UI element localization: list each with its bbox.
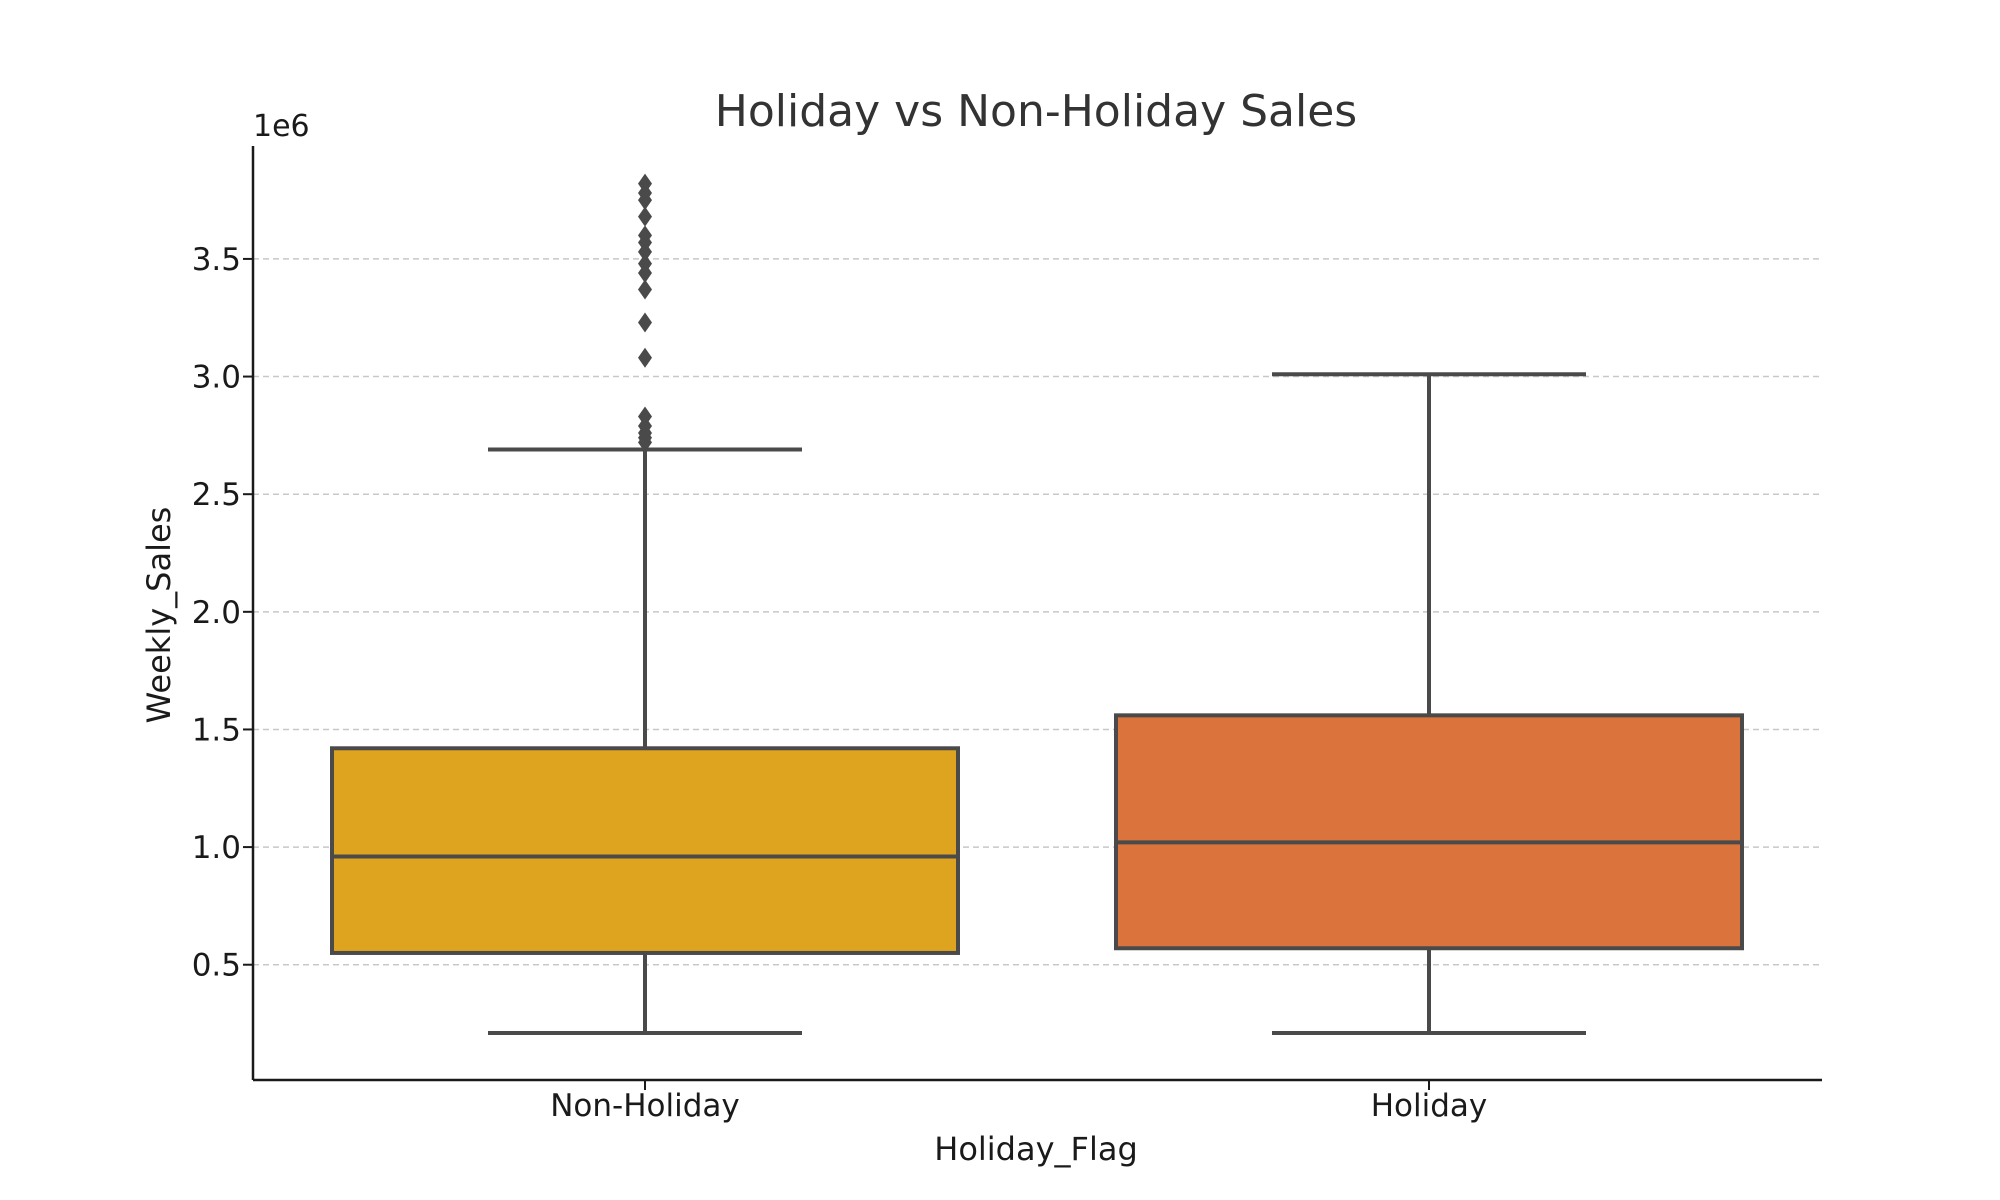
y-tick-label: 2.0 (192, 595, 241, 631)
outlier-point (638, 253, 652, 274)
boxes (330, 173, 1744, 1035)
y-tick-label: 3.5 (192, 242, 241, 278)
outlier-point (638, 206, 652, 227)
box-group (1114, 372, 1744, 1035)
x-tick-label: Non-Holiday (550, 1088, 740, 1124)
y-tick-label: 3.0 (192, 360, 241, 396)
y-tick-label: 1.5 (192, 712, 241, 748)
iqr-box (330, 746, 960, 955)
box-group (330, 173, 960, 1035)
chart-title: Holiday vs Non-Holiday Sales (715, 86, 1357, 137)
y-axis-label: Weekly_Sales (140, 507, 178, 724)
outlier-point (638, 279, 652, 300)
outlier-point (638, 347, 652, 368)
outlier-point (638, 406, 652, 427)
outlier-point (638, 312, 652, 333)
axes (251, 146, 1822, 1082)
iqr-box (1114, 713, 1744, 951)
outlier-point (638, 225, 652, 246)
ticks: 0.5 1.0 1.5 2.0 2.5 3.0 3.5 Non-Holiday Holiday (192, 242, 1488, 1124)
y-axis-offset-label: 1e6 (253, 109, 310, 144)
x-axis-label: Holiday_Flag (934, 1130, 1138, 1168)
y-tick-label: 2.5 (192, 477, 241, 513)
outlier-point (638, 173, 652, 194)
y-tick-label: 1.0 (192, 830, 241, 866)
y-tick-label: 0.5 (192, 948, 241, 984)
x-tick-label: Holiday (1371, 1088, 1488, 1124)
